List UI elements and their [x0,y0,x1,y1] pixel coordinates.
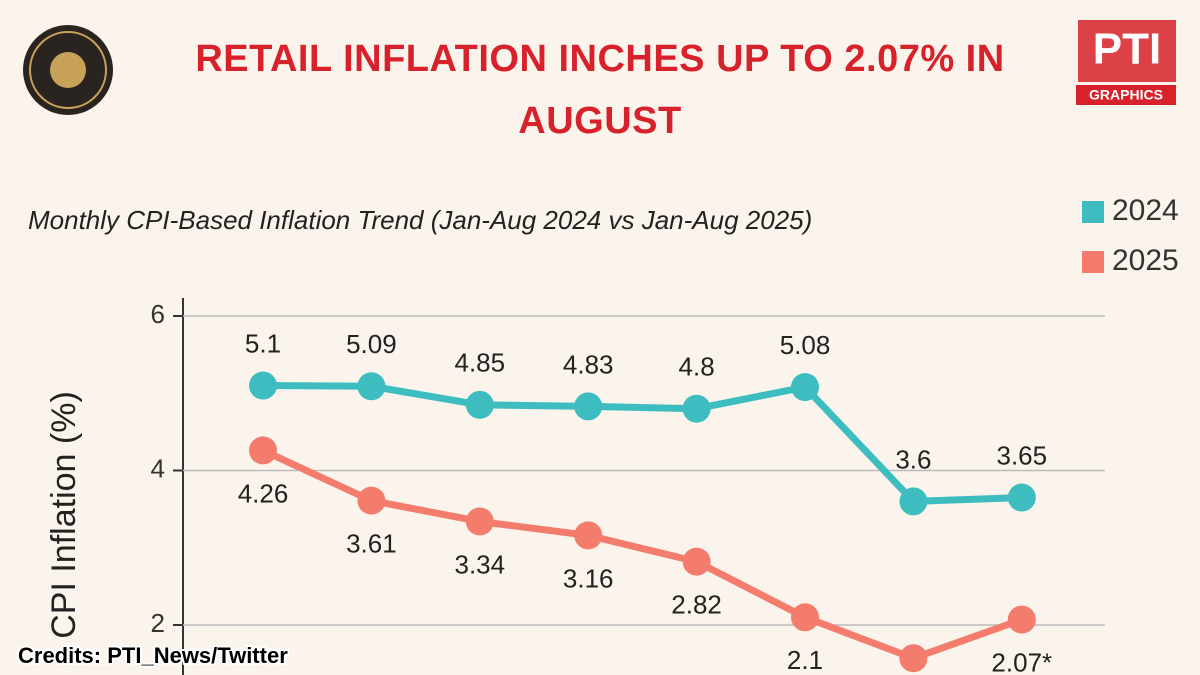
value-label: 4.83 [563,349,614,379]
point [574,392,603,421]
point [465,507,494,536]
y-tick-label: 2 [151,608,165,638]
legend-label: 2024 [1112,194,1179,227]
y-tick-label: 4 [151,453,165,483]
point [899,644,928,673]
point [899,487,928,516]
value-label: 5.1 [245,328,281,358]
logo-emblem [50,52,86,88]
value-label: 2.07* [991,647,1052,675]
legend-swatch [1082,201,1104,223]
point [1007,605,1036,634]
point [249,371,277,400]
point [357,372,386,401]
value-label: 4.85 [454,348,505,378]
rbi-logo [23,25,113,115]
pti-graphics: GRAPHICS [1089,87,1163,103]
series-line [261,447,1023,662]
point [465,390,494,419]
value-label: 4.8 [679,352,715,382]
logo-ring [29,31,107,109]
value-label: 2.82 [671,590,722,620]
point [574,521,603,550]
pti-logo-box [1078,20,1176,82]
pti-graphics-box [1076,85,1176,105]
legend-label: 2025 [1112,244,1179,277]
value-label: 3.16 [563,563,614,593]
value-label: 3.65 [996,440,1047,470]
point [1007,483,1036,512]
credits: Credits: PTI_News/Twitter [18,643,288,668]
point [791,373,819,402]
point [682,394,711,423]
series-line [262,382,1022,505]
point [249,436,277,465]
chart-title: RETAIL INFLATION INCHES UP TO 2.07% IN A… [195,38,1005,142]
value-label: 3.34 [454,549,505,579]
y-axis-label: CPI Inflation (%) [45,391,83,639]
value-label: 2.1 [787,645,823,675]
value-label: 3.6 [895,444,931,474]
value-label: 4.26 [238,478,289,508]
value-label: 5.08 [780,330,831,360]
value-label: 3.61 [346,529,397,559]
pti-logo: PTI [1093,25,1161,74]
point [791,603,819,632]
legend-swatch [1082,251,1104,273]
y-tick-label: 6 [151,299,165,329]
chart-subtitle: Monthly CPI-Based Inflation Trend (Jan-A… [28,205,812,235]
value-label: 5.09 [346,329,397,359]
point [357,486,386,515]
point [682,547,711,576]
